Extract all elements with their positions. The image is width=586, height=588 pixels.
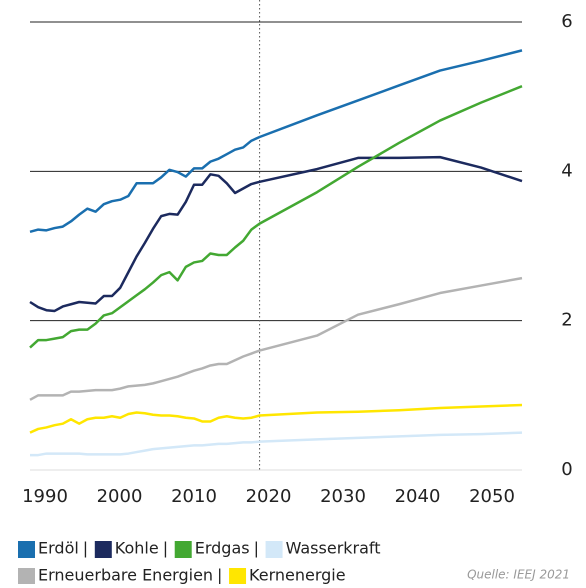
legend-separator: |	[217, 566, 222, 585]
y-tick-label: 4	[561, 160, 572, 181]
series-line	[29, 403, 523, 434]
x-tick-label: 2050	[469, 486, 515, 507]
legend-swatch	[229, 568, 247, 585]
x-tick-label: 2040	[395, 486, 441, 507]
legend-label: Kernenergie	[249, 566, 346, 585]
legend-separator: |	[254, 539, 259, 558]
y-tick-label: 6	[561, 11, 572, 32]
x-tick-label: 2030	[320, 486, 366, 507]
y-tick-label: 0	[561, 459, 572, 480]
legend-label: Wasserkraft	[286, 539, 381, 558]
series-line	[29, 49, 523, 234]
series-line	[29, 276, 523, 401]
legend-label: Erdgas	[195, 539, 250, 558]
legend-swatch	[18, 541, 35, 558]
x-tick-label: 2010	[171, 486, 217, 507]
series-line	[29, 155, 523, 313]
legend-label: Kohle	[115, 539, 159, 558]
legend-label: Erdöl	[38, 539, 79, 558]
legend-swatch	[18, 568, 35, 585]
y-tick-label: 2	[561, 310, 572, 331]
source: Quelle: IEEJ 2021	[467, 568, 570, 582]
series-line	[30, 431, 523, 457]
x-tick-label: 2020	[246, 486, 292, 507]
series-line	[29, 85, 523, 349]
legend-swatch	[265, 541, 283, 558]
legend-swatch	[94, 541, 112, 558]
legend-swatch	[174, 541, 192, 558]
x-tick-label: 1990	[22, 486, 68, 507]
legend-label: Erneuerbare Energien	[38, 566, 213, 585]
legend-separator: |	[163, 539, 168, 558]
legend-separator: |	[83, 539, 88, 558]
x-tick-label: 2000	[97, 486, 143, 507]
